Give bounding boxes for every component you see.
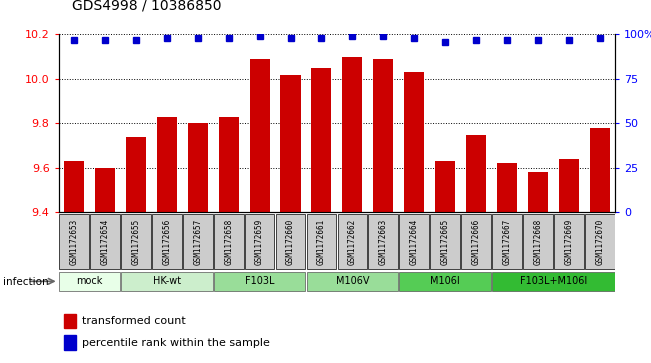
Text: GSM1172657: GSM1172657: [193, 218, 202, 265]
Text: GSM1172663: GSM1172663: [379, 218, 388, 265]
Bar: [214, 272, 305, 291]
Text: GSM1172668: GSM1172668: [533, 218, 542, 265]
Bar: [214, 213, 243, 269]
Bar: [373, 59, 393, 212]
Text: GSM1172661: GSM1172661: [317, 218, 326, 265]
Bar: [183, 213, 213, 269]
Text: M106I: M106I: [430, 276, 460, 286]
Bar: [307, 213, 337, 269]
Text: GSM1172658: GSM1172658: [224, 218, 233, 265]
Text: GSM1172670: GSM1172670: [595, 218, 604, 265]
Text: GSM1172665: GSM1172665: [441, 218, 450, 265]
Bar: [585, 213, 615, 269]
Bar: [466, 135, 486, 212]
Bar: [404, 72, 424, 212]
Text: GSM1172664: GSM1172664: [409, 218, 419, 265]
Text: GSM1172659: GSM1172659: [255, 218, 264, 265]
Bar: [245, 213, 275, 269]
Text: F103L+M106I: F103L+M106I: [519, 276, 587, 286]
Bar: [275, 213, 305, 269]
Text: M106V: M106V: [336, 276, 369, 286]
Bar: [559, 159, 579, 212]
Bar: [59, 213, 89, 269]
Bar: [59, 272, 120, 291]
Text: HK-wt: HK-wt: [153, 276, 181, 286]
Bar: [337, 213, 367, 269]
Text: infection: infection: [3, 277, 49, 287]
Bar: [152, 213, 182, 269]
Bar: [126, 137, 146, 212]
Bar: [497, 163, 517, 212]
Text: GSM1172660: GSM1172660: [286, 218, 295, 265]
Bar: [121, 213, 151, 269]
Text: GSM1172667: GSM1172667: [503, 218, 512, 265]
Text: GSM1172666: GSM1172666: [471, 218, 480, 265]
Text: GDS4998 / 10386850: GDS4998 / 10386850: [72, 0, 221, 13]
Bar: [368, 213, 398, 269]
Bar: [90, 213, 120, 269]
Bar: [64, 161, 84, 212]
Text: mock: mock: [76, 276, 103, 286]
Bar: [523, 213, 553, 269]
Bar: [121, 272, 213, 291]
Bar: [342, 57, 363, 212]
Text: GSM1172656: GSM1172656: [162, 218, 171, 265]
Bar: [554, 213, 584, 269]
Text: GSM1172669: GSM1172669: [564, 218, 574, 265]
Text: transformed count: transformed count: [82, 316, 186, 326]
Bar: [249, 59, 270, 212]
Text: percentile rank within the sample: percentile rank within the sample: [82, 338, 270, 347]
Text: F103L: F103L: [245, 276, 274, 286]
Text: GSM1172655: GSM1172655: [132, 218, 141, 265]
Bar: [492, 272, 615, 291]
Bar: [461, 213, 491, 269]
Text: GSM1172654: GSM1172654: [100, 218, 109, 265]
Bar: [528, 172, 548, 212]
Bar: [64, 335, 76, 350]
Bar: [590, 128, 610, 212]
Bar: [281, 74, 301, 212]
Bar: [157, 117, 177, 212]
Bar: [187, 123, 208, 212]
Bar: [64, 314, 76, 328]
Bar: [430, 213, 460, 269]
Bar: [399, 272, 491, 291]
Bar: [311, 68, 331, 212]
Bar: [435, 161, 455, 212]
Bar: [399, 213, 429, 269]
Bar: [95, 168, 115, 212]
Text: GSM1172653: GSM1172653: [70, 218, 79, 265]
Bar: [219, 117, 239, 212]
Bar: [307, 272, 398, 291]
Text: GSM1172662: GSM1172662: [348, 218, 357, 265]
Bar: [492, 213, 522, 269]
